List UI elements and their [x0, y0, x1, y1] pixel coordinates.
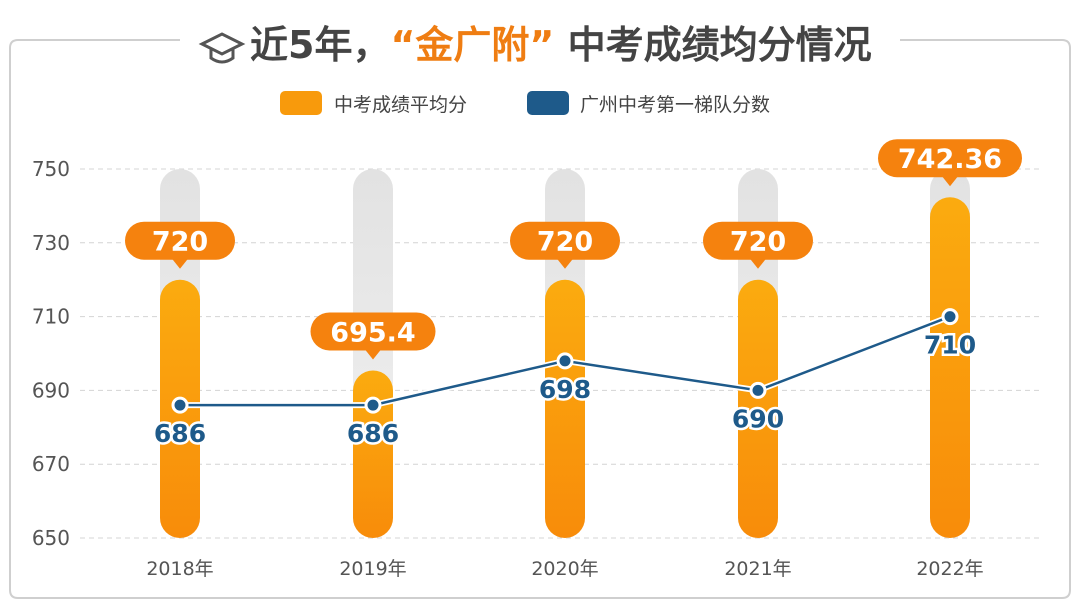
line-point — [364, 396, 382, 414]
title-highlight: “金广附” — [390, 23, 554, 67]
bar-value-label: 720 — [152, 227, 208, 258]
x-tick-label: 2020年 — [531, 558, 598, 580]
y-tick-label: 690 — [32, 378, 70, 402]
title-suffix: 中考成绩均分情况 — [554, 23, 871, 67]
y-tick-label: 650 — [32, 526, 70, 550]
line-point — [556, 352, 574, 370]
title-prefix: 近5年， — [250, 23, 390, 67]
bar — [930, 197, 970, 539]
line-value-label: 710 — [924, 331, 976, 360]
line-point — [941, 308, 959, 326]
legend: 中考成绩平均分 广州中考第一梯队分数 — [280, 91, 770, 116]
bubble-pointer — [172, 258, 188, 269]
line-value-label: 686 — [347, 419, 399, 448]
bubble-pointer — [942, 176, 958, 187]
y-tick-label: 750 — [32, 157, 70, 181]
line-value-label: 698 — [539, 375, 591, 404]
bar-value-label: 695.4 — [330, 317, 415, 348]
x-tick-label: 2021年 — [724, 558, 791, 580]
bubble-pointer — [750, 258, 766, 269]
bubble-shape — [878, 139, 1022, 178]
bubble-shape — [510, 221, 620, 260]
bar-value-bubble: 720 — [510, 221, 620, 269]
bubble-pointer — [365, 349, 381, 360]
bar-value-label: 720 — [730, 227, 786, 258]
x-tick-label: 2019年 — [339, 558, 406, 580]
chart-title: 近5年，“金广附” 中考成绩均分情况 — [250, 23, 872, 67]
legend-label-bar: 中考成绩平均分 — [334, 94, 467, 116]
bar — [353, 370, 393, 538]
bar-value-bubble: 720 — [125, 221, 235, 269]
y-tick-label: 730 — [32, 231, 70, 255]
legend-label-line: 广州中考第一梯队分数 — [580, 94, 770, 116]
bubble-shape — [125, 221, 235, 260]
bar — [738, 279, 778, 538]
bar-value-bubble: 742.36 — [878, 139, 1022, 187]
y-tick-label: 710 — [32, 305, 70, 329]
line-value-label: 686 — [154, 419, 206, 448]
graduation-cap-icon — [198, 32, 246, 64]
legend-swatch-bar — [280, 91, 322, 115]
bar-value-label: 720 — [537, 227, 593, 258]
bubble-shape — [703, 221, 813, 260]
bar-value-bubble: 695.4 — [310, 312, 436, 360]
bubble-shape — [310, 312, 436, 351]
line-point — [749, 381, 767, 399]
bar-value-bubble: 720 — [703, 221, 813, 269]
bar-value-label: 742.36 — [898, 144, 1002, 175]
x-tick-label: 2022年 — [916, 558, 983, 580]
bar — [545, 279, 585, 538]
bubble-pointer — [557, 258, 573, 269]
line-point — [171, 396, 189, 414]
line-value-label: 690 — [732, 404, 784, 433]
frame-border — [9, 39, 1071, 599]
x-tick-label: 2018年 — [146, 558, 213, 580]
legend-swatch-line — [527, 91, 569, 115]
y-tick-label: 670 — [32, 452, 70, 476]
